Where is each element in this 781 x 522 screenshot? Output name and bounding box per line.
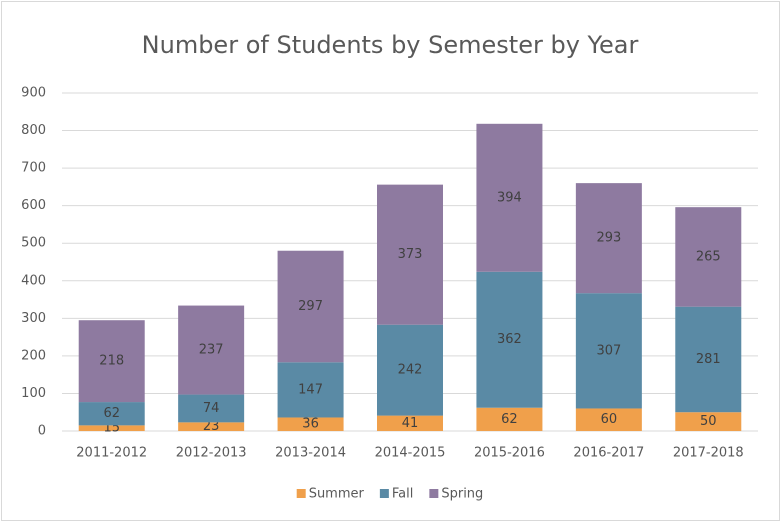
data-label: 62 (103, 406, 120, 421)
data-label: 23 (203, 419, 220, 434)
bar-segment (377, 324, 443, 416)
data-label: 147 (298, 382, 323, 397)
y-tick-label: 200 (21, 348, 46, 363)
data-label: 74 (203, 401, 220, 416)
x-tick-label: 2015-2016 (474, 446, 545, 461)
bar-segment (377, 415, 443, 431)
y-tick-label: 900 (21, 86, 46, 101)
x-tick-label: 2013-2014 (275, 446, 346, 461)
y-tick-label: 0 (38, 424, 46, 439)
data-label: 41 (402, 416, 419, 431)
y-tick-label: 600 (21, 198, 46, 213)
y-tick-label: 800 (21, 123, 46, 138)
data-label: 281 (696, 352, 721, 367)
x-tick-label: 2016-2017 (573, 446, 644, 461)
legend-label: Summer (309, 487, 365, 502)
data-label: 36 (302, 417, 319, 432)
data-label: 293 (596, 231, 621, 246)
data-label: 297 (298, 299, 323, 314)
bar-segment (178, 422, 245, 431)
x-tick-label: 2011-2012 (76, 446, 147, 461)
legend-swatch (296, 489, 306, 498)
data-label: 237 (199, 343, 224, 358)
chart-title: Number of Students by Semester by Year (142, 31, 639, 59)
bar-segment (78, 320, 145, 403)
bar-segment (78, 425, 145, 431)
bar-segment (178, 305, 245, 395)
bar-segment (476, 271, 543, 408)
x-tick-label: 2012-2013 (176, 446, 247, 461)
data-label: 373 (398, 247, 423, 262)
data-label: 265 (696, 249, 721, 264)
y-tick-label: 700 (21, 161, 46, 176)
bar-segment (575, 408, 642, 431)
bar-segment (476, 407, 543, 431)
bar-segment (675, 306, 742, 413)
data-label: 362 (497, 332, 522, 347)
y-tick-label: 400 (21, 273, 46, 288)
bar-segment (575, 183, 642, 294)
bar-segment (277, 362, 344, 418)
data-label: 307 (596, 343, 621, 358)
bar-segment (575, 293, 642, 409)
bar-segment (675, 207, 742, 307)
bar-segment (476, 123, 543, 272)
data-label: 218 (99, 354, 124, 369)
bar-segment (675, 412, 742, 431)
data-label: 394 (497, 190, 522, 205)
x-tick-label: 2014-2015 (375, 446, 446, 461)
data-label: 60 (601, 412, 618, 427)
legend-swatch (429, 489, 439, 498)
legend-label: Fall (392, 487, 413, 502)
data-label: 62 (501, 412, 518, 427)
bar-segment (178, 394, 245, 423)
y-tick-label: 500 (21, 236, 46, 251)
data-label: 50 (700, 414, 717, 429)
x-tick-label: 2017-2018 (673, 446, 744, 461)
legend-swatch (379, 489, 389, 498)
y-tick-label: 100 (21, 386, 46, 401)
bar-segment (277, 417, 344, 431)
legend-label: Spring (441, 487, 483, 502)
y-tick-label: 300 (21, 311, 46, 326)
bar-segment (78, 402, 145, 426)
data-label: 242 (398, 363, 423, 378)
bar-segment (277, 250, 344, 363)
bar-segment (377, 184, 443, 325)
